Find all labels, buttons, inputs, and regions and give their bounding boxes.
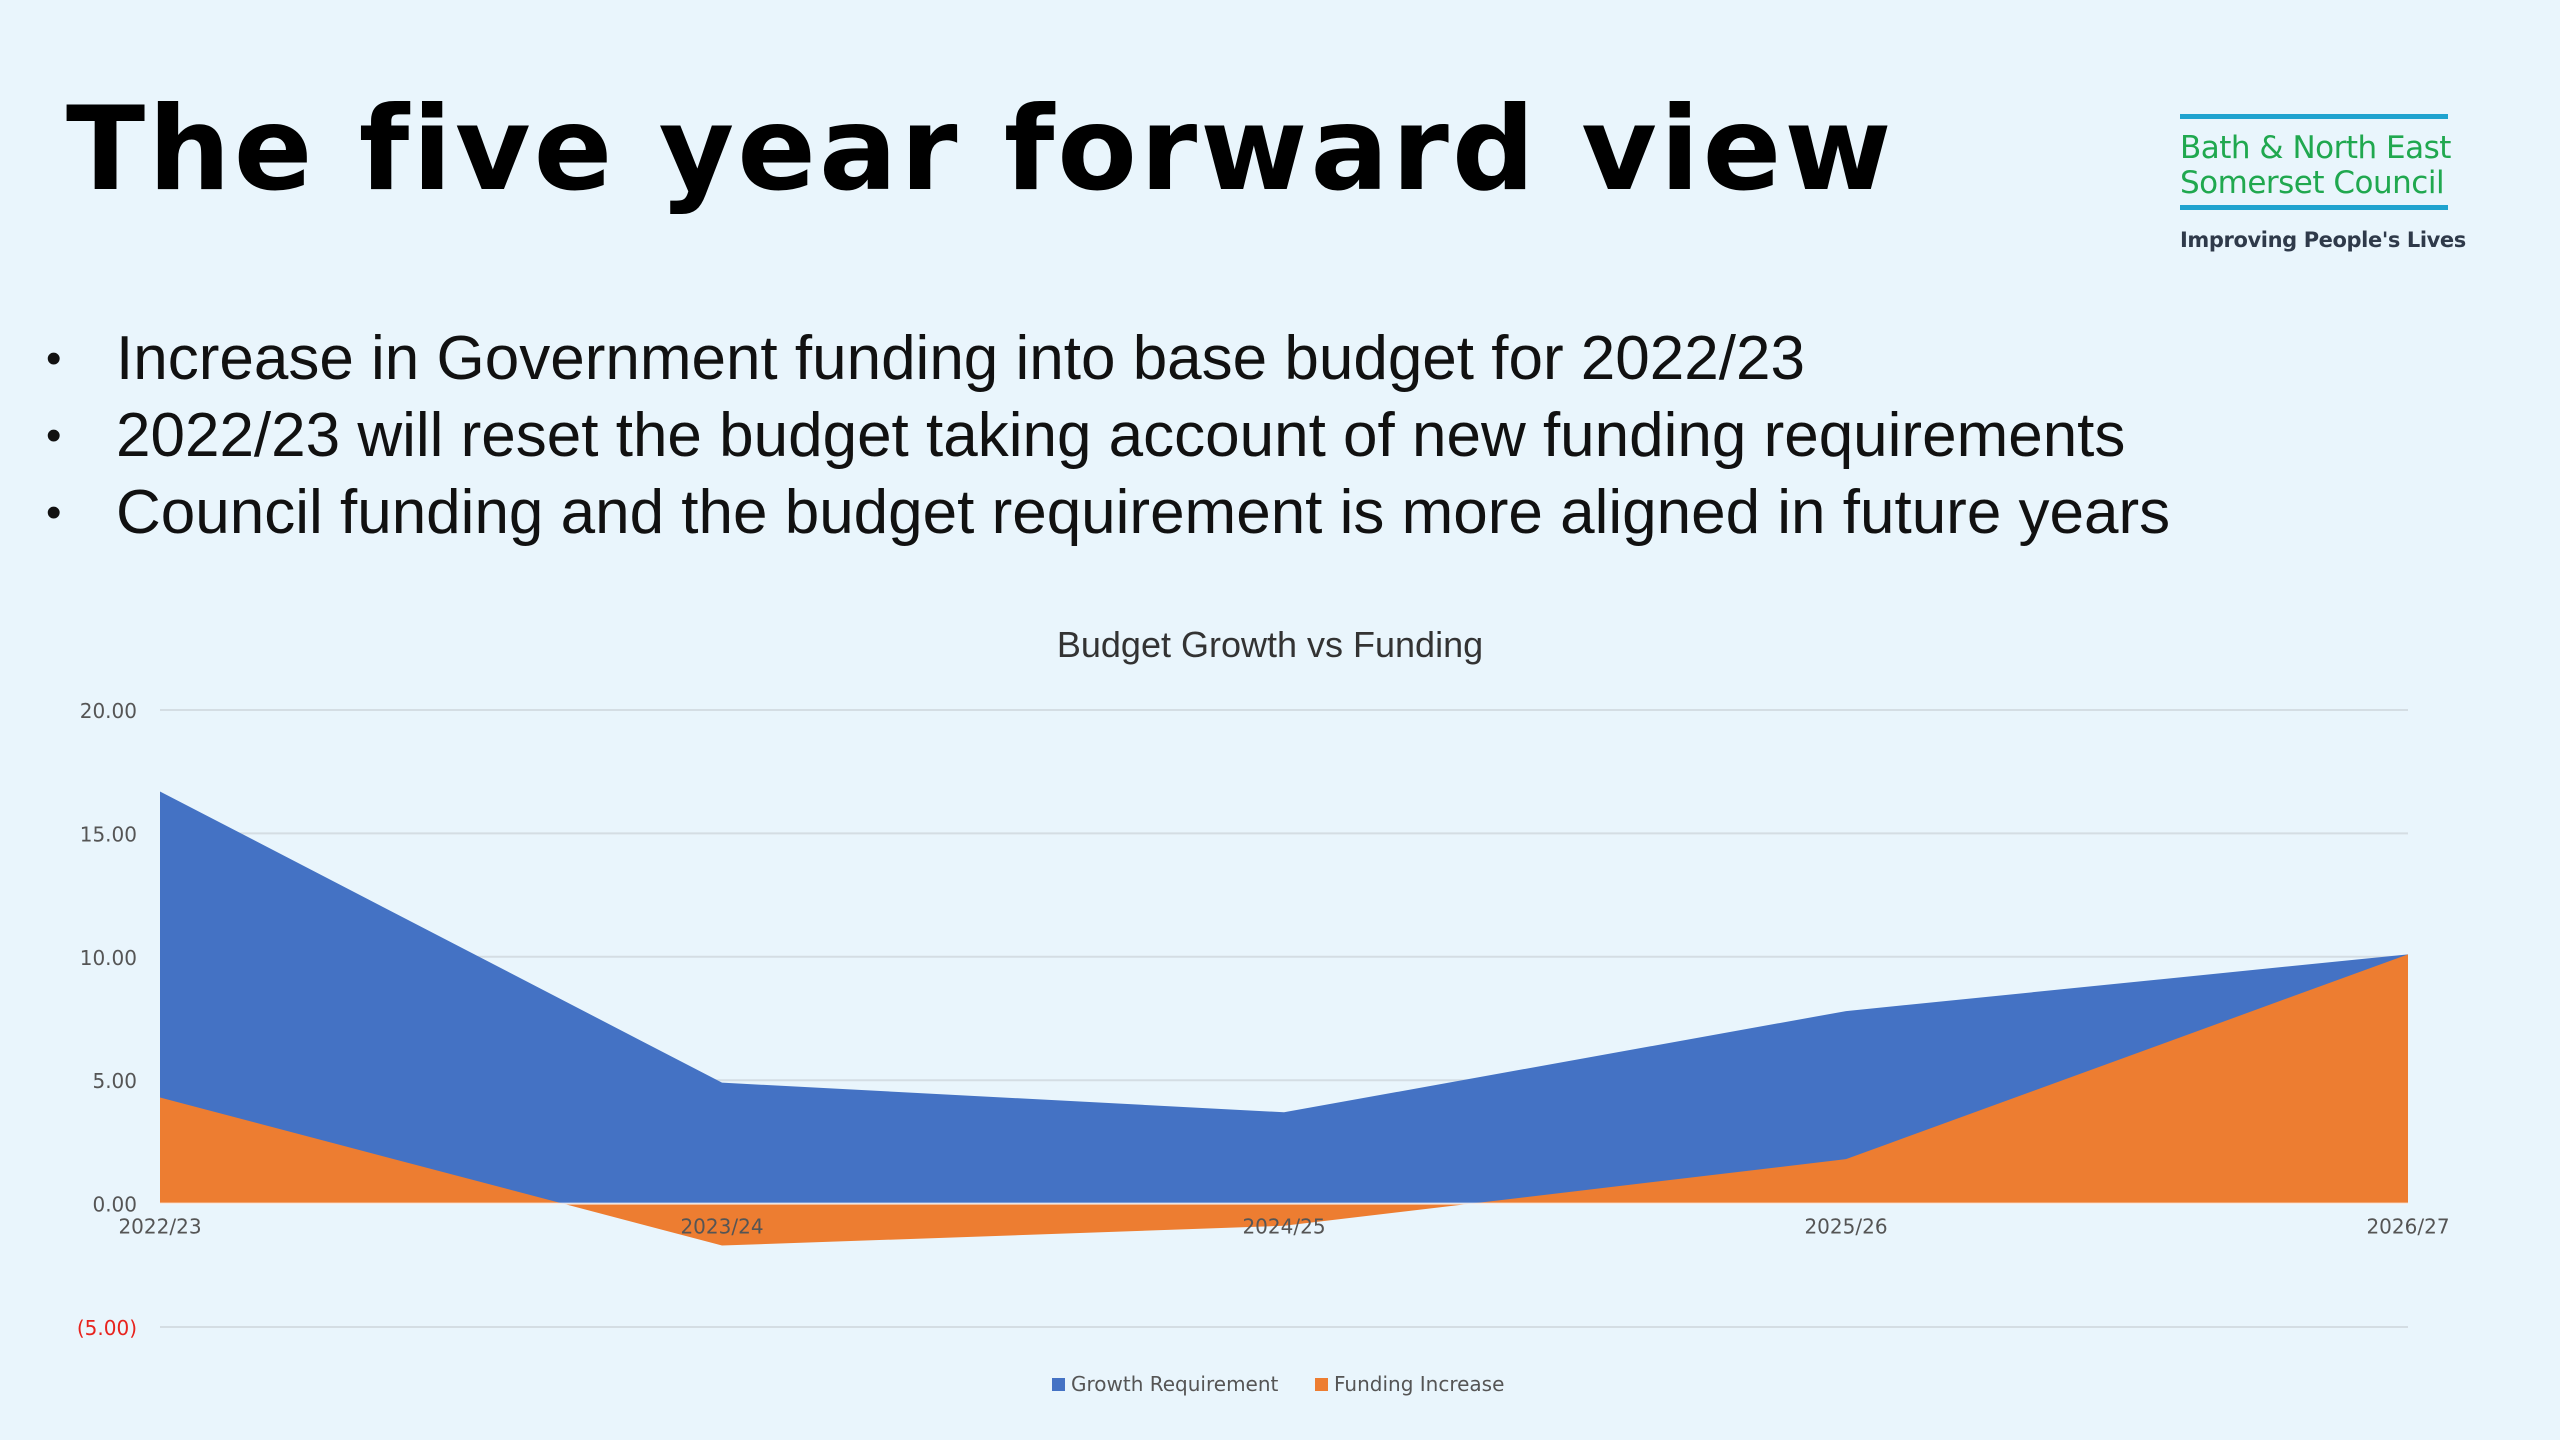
y-tick-label: 15.00 <box>80 822 137 846</box>
x-tick-label: 2024/25 <box>1242 1215 1325 1239</box>
x-tick-label: 2025/26 <box>1804 1215 1887 1239</box>
bullet-text: 2022/23 will reset the budget taking acc… <box>116 401 2126 470</box>
bullet-icon: • <box>46 411 62 460</box>
legend-label: Funding Increase <box>1334 1372 1504 1396</box>
bullet-item: • 2022/23 will reset the budget taking ac… <box>40 397 2170 474</box>
council-logo: Bath & North East Somerset Council Impro… <box>2180 114 2466 252</box>
y-tick-label: (5.00) <box>77 1316 137 1340</box>
legend-swatch <box>1315 1378 1328 1391</box>
x-tick-label: 2023/24 <box>680 1215 763 1239</box>
slide-title: The five year forward view <box>66 82 1895 217</box>
bullet-icon: • <box>46 334 62 383</box>
y-tick-label: 10.00 <box>80 946 137 970</box>
y-tick-label: 5.00 <box>92 1069 137 1093</box>
logo-tagline: Improving People's Lives <box>2180 228 2466 252</box>
area-funding-increase <box>160 954 2408 1246</box>
bullet-item: • Council funding and the budget requirem… <box>40 474 2170 551</box>
y-tick-label: 0.00 <box>92 1193 137 1217</box>
logo-line-2: Somerset Council <box>2180 165 2445 201</box>
chart-title: Budget Growth vs Funding <box>1057 624 1483 665</box>
bullet-text: Increase in Government funding into base… <box>116 324 1805 393</box>
x-tick-label: 2022/23 <box>118 1215 201 1239</box>
bullet-icon: • <box>46 488 62 537</box>
legend-label: Growth Requirement <box>1071 1372 1279 1396</box>
area-growth-requirement <box>160 791 2408 1204</box>
bullet-list: • Increase in Government funding into bas… <box>40 320 2170 551</box>
bullet-item: • Increase in Government funding into bas… <box>40 320 2170 397</box>
logo-line-1: Bath & North East <box>2180 130 2451 166</box>
logo-top-rule <box>2180 114 2448 119</box>
y-tick-label: 20.00 <box>80 699 137 723</box>
legend-swatch <box>1052 1378 1065 1391</box>
x-tick-label: 2026/27 <box>2366 1215 2449 1239</box>
logo-bottom-rule <box>2180 205 2448 210</box>
budget-chart: Budget Growth vs Funding 20.00 15.00 10.00… <box>77 624 2450 1396</box>
bullet-text: Council funding and the budget requireme… <box>116 478 2171 547</box>
logo-name: Bath & North East Somerset Council <box>2180 119 2451 205</box>
